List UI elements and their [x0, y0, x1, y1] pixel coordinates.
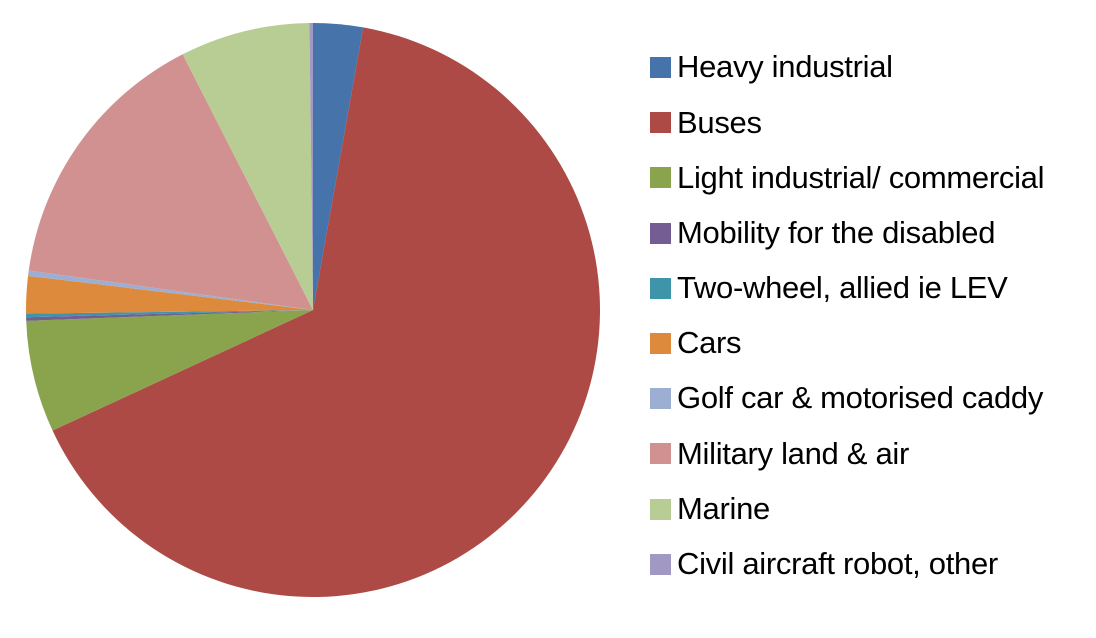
pie-chart: [25, 22, 601, 598]
pie-slice-mobility-for-the-disabled: [26, 310, 314, 321]
pie-slice-marine: [182, 23, 313, 311]
legend-label-civil-aircraft-robot-other: Civil aircraft robot, other: [677, 546, 998, 581]
legend-label-mobility-for-the-disabled: Mobility for the disabled: [677, 214, 996, 250]
legend-item-light-industrial-commercial: Light industrial/ commercial: [650, 150, 1045, 205]
legend-label-light-industrial-commercial: Light industrial/ commercial: [677, 159, 1045, 195]
legend-swatch-two-wheel-allied-ie-lev: [650, 277, 671, 299]
legend-swatch-heavy-industrial: [650, 57, 671, 79]
legend-swatch-buses: [650, 112, 671, 134]
legend-item-buses: Buses: [650, 95, 1044, 150]
pie-slice-buses: [52, 27, 601, 598]
legend-swatch-marine: [650, 498, 671, 520]
pie-slice-civil-aircraft-robot-other: [309, 22, 313, 311]
legend-swatch-civil-aircraft-robot-other: [650, 553, 671, 575]
legend-label-buses: Buses: [677, 104, 762, 140]
legend-label-military-land-air: Military land & air: [677, 435, 910, 471]
legend-item-cars: Cars: [650, 316, 1044, 371]
legend-label-two-wheel-allied-ie-lev: Two-wheel, allied ie LEV: [677, 270, 1008, 306]
legend-item-two-wheel-allied-ie-lev: Two-wheel, allied ie LEV: [650, 261, 1044, 316]
legend-item-military-land-air: Military land & air: [650, 426, 1044, 481]
legend-label-golf-car-motorised-caddy: Golf car & motorised caddy: [677, 380, 1044, 416]
legend-item-civil-aircraft-robot-other: Civil aircraft robot, other: [650, 537, 1044, 592]
pie-slice-military-land-air: [28, 54, 314, 310]
legend-item-mobility-for-the-disabled: Mobility for the disabled: [650, 206, 1044, 261]
pie-slice-cars: [25, 275, 313, 314]
legend-item-golf-car-motorised-caddy: Golf car & motorised caddy: [650, 371, 1044, 426]
pie-slice-golf-car-motorised-caddy: [28, 270, 313, 310]
legend-label-marine: Marine: [677, 490, 770, 526]
legend-swatch-golf-car-motorised-caddy: [650, 388, 671, 410]
legend-label-heavy-industrial: Heavy industrial: [677, 49, 893, 85]
chart-legend: Heavy industrial Buses Light industrial/ c…: [650, 40, 1045, 592]
pie-slice-light-industrial-commercial: [26, 310, 313, 431]
legend-label-cars: Cars: [677, 325, 742, 361]
legend-swatch-light-industrial-commercial: [650, 167, 671, 189]
legend-swatch-military-land-air: [650, 443, 671, 465]
legend-item-marine: Marine: [650, 482, 1044, 537]
legend-item-heavy-industrial: Heavy industrial: [650, 40, 1044, 95]
legend-swatch-cars: [650, 333, 671, 355]
legend-swatch-mobility-for-the-disabled: [650, 222, 671, 244]
pie-slice-two-wheel-allied-ie-lev: [26, 310, 314, 318]
pie-slice-heavy-industrial: [313, 23, 364, 310]
